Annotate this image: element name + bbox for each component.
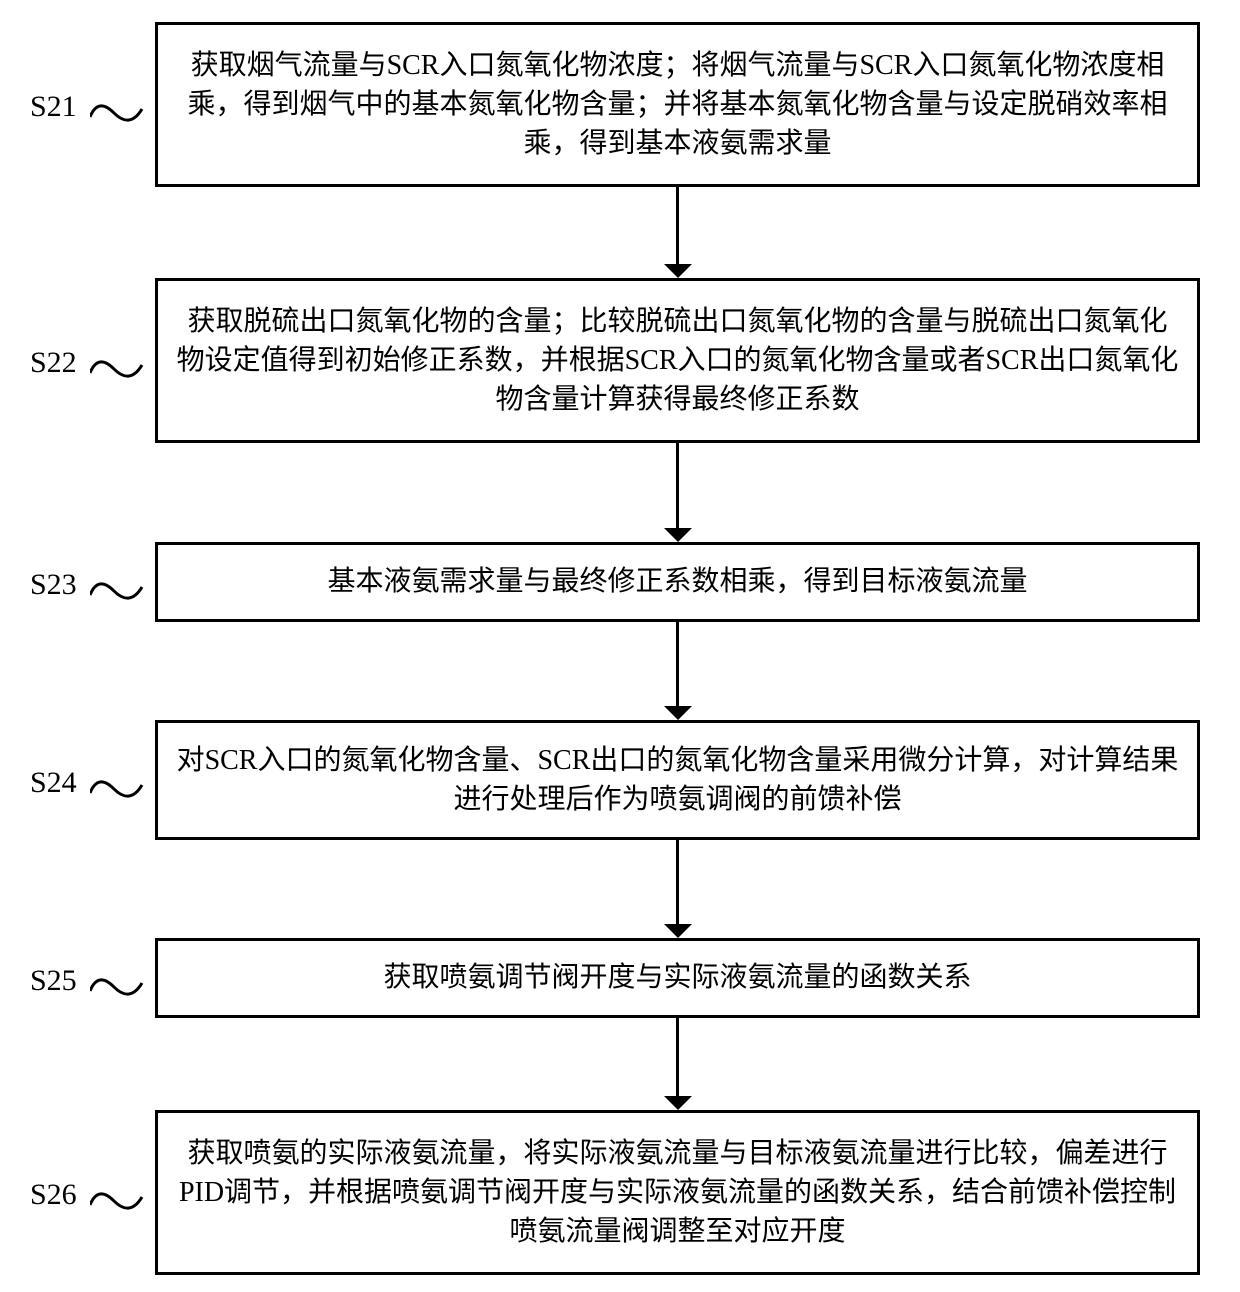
step-text-s22: 获取脱硫出口氮氧化物的含量；比较脱硫出口氮氧化物的含量与脱硫出口氮氧化物设定值得… bbox=[176, 302, 1179, 420]
arrow-line-3 bbox=[676, 840, 679, 924]
step-box-s25: 获取喷氨调节阀开度与实际液氨流量的函数关系 bbox=[155, 938, 1200, 1018]
step-label-s21: S21 bbox=[30, 90, 77, 124]
step-box-s22: 获取脱硫出口氮氧化物的含量；比较脱硫出口氮氧化物的含量与脱硫出口氮氧化物设定值得… bbox=[155, 278, 1200, 443]
step-box-s21: 获取烟气流量与SCR入口氮氧化物浓度；将烟气流量与SCR入口氮氧化物浓度相乘，得… bbox=[155, 22, 1200, 187]
arrow-head-0 bbox=[664, 264, 692, 278]
step-box-s23: 基本液氨需求量与最终修正系数相乘，得到目标液氨流量 bbox=[155, 542, 1200, 622]
step-connector-s23 bbox=[90, 579, 146, 603]
step-connector-s22 bbox=[90, 357, 146, 381]
arrow-line-0 bbox=[676, 187, 679, 264]
arrow-line-1 bbox=[676, 443, 679, 528]
arrow-head-3 bbox=[664, 924, 692, 938]
step-connector-s24 bbox=[90, 777, 146, 801]
step-text-s26: 获取喷氨的实际液氨流量，将实际液氨流量与目标液氨流量进行比较，偏差进行PID调节… bbox=[176, 1134, 1179, 1252]
arrow-head-1 bbox=[664, 528, 692, 542]
step-connector-s26 bbox=[90, 1189, 146, 1213]
step-label-s26: S26 bbox=[30, 1178, 77, 1212]
step-text-s21: 获取烟气流量与SCR入口氮氧化物浓度；将烟气流量与SCR入口氮氧化物浓度相乘，得… bbox=[176, 46, 1179, 164]
flowchart-canvas: S21 获取烟气流量与SCR入口氮氧化物浓度；将烟气流量与SCR入口氮氧化物浓度相… bbox=[0, 0, 1240, 1292]
step-text-s23: 基本液氨需求量与最终修正系数相乘，得到目标液氨流量 bbox=[327, 562, 1027, 601]
step-connector-s21 bbox=[90, 101, 146, 125]
step-label-s24: S24 bbox=[30, 766, 77, 800]
step-connector-s25 bbox=[90, 975, 146, 999]
step-box-s24: 对SCR入口的氮氧化物含量、SCR出口的氮氧化物含量采用微分计算，对计算结果进行… bbox=[155, 720, 1200, 840]
arrow-head-2 bbox=[664, 706, 692, 720]
step-box-s26: 获取喷氨的实际液氨流量，将实际液氨流量与目标液氨流量进行比较，偏差进行PID调节… bbox=[155, 1110, 1200, 1275]
step-text-s25: 获取喷氨调节阀开度与实际液氨流量的函数关系 bbox=[383, 958, 971, 997]
arrow-head-4 bbox=[664, 1096, 692, 1110]
step-label-s23: S23 bbox=[30, 568, 77, 602]
step-text-s24: 对SCR入口的氮氧化物含量、SCR出口的氮氧化物含量采用微分计算，对计算结果进行… bbox=[176, 741, 1179, 819]
arrow-line-2 bbox=[676, 622, 679, 706]
arrow-line-4 bbox=[676, 1018, 679, 1096]
step-label-s25: S25 bbox=[30, 964, 77, 998]
step-label-s22: S22 bbox=[30, 346, 77, 380]
